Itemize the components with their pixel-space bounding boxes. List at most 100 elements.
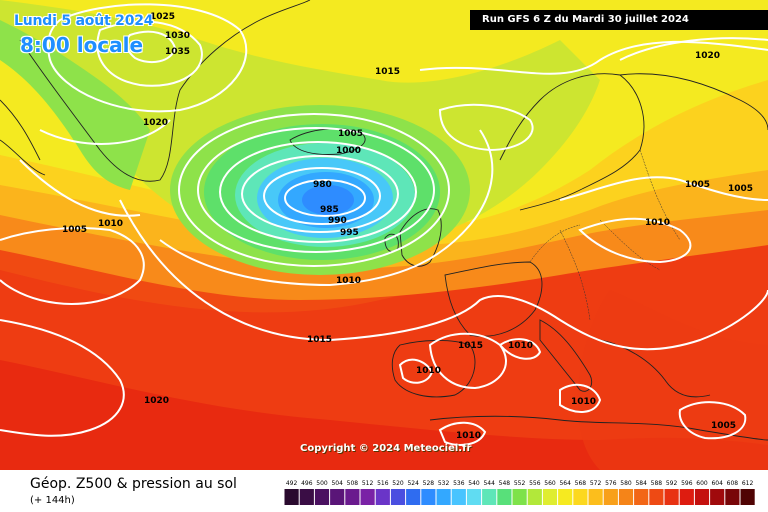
scale-swatch (710, 489, 725, 505)
scale-label: 500 (316, 480, 328, 487)
ireland-coast (384, 233, 399, 252)
scale-swatch (497, 489, 512, 505)
isobar-1010-med (498, 338, 542, 360)
scale-swatch (603, 489, 618, 505)
italy-coast (539, 319, 593, 392)
uk-coast (399, 208, 442, 267)
france-coast (444, 261, 543, 337)
scale-label: 544 (483, 480, 495, 487)
color-scale: 492 496 500 504 508 512 516 520 524 528 532 536 540 5… (284, 480, 755, 505)
scale-label: 580 (620, 480, 632, 487)
isobar-label: 980 (313, 180, 332, 190)
isobar-label: 985 (320, 205, 339, 215)
isobar-label: 1010 (336, 276, 361, 286)
scale-swatch (390, 489, 406, 505)
scale-swatch (588, 489, 603, 505)
isobar-1015 (119, 199, 768, 351)
russia-coast (619, 73, 768, 131)
scale-swatch (436, 489, 451, 505)
isobar-1005-se (678, 401, 747, 440)
isobar-1015-iberia (428, 332, 507, 390)
scale-label: 560 (544, 480, 556, 487)
isobar-label: 1035 (165, 47, 190, 57)
scale-label: 568 (575, 480, 587, 487)
isobar-label: 1025 (150, 12, 175, 22)
isobar-label: 995 (340, 228, 359, 238)
borders (529, 149, 681, 321)
legend-bar: Géop. Z500 & pression au sol (+ 144h) 49… (0, 470, 768, 512)
legend-subtitle: (+ 144h) (30, 495, 75, 506)
scale-label: 548 (499, 480, 511, 487)
isobar-980 (284, 179, 366, 217)
scale-label: 532 (438, 480, 450, 487)
isobar-label: 1010 (416, 366, 441, 376)
isobar-label: 1020 (695, 51, 720, 61)
map-canvas: 1025 1030 1035 1020 1015 1020 1005 1000 … (0, 0, 768, 470)
scale-label: 564 (559, 480, 571, 487)
scale-swatch (421, 489, 436, 505)
isobar-990 (241, 155, 399, 233)
isobar-label: 1030 (165, 31, 190, 41)
scale-label: 604 (711, 480, 723, 487)
scale-swatch (694, 489, 710, 505)
canada-coast (0, 99, 46, 176)
scale-swatch (482, 489, 497, 505)
scale-swatch (512, 489, 527, 505)
scale-swatch (618, 489, 634, 505)
isobar-1010-africa (438, 421, 487, 446)
isobar-label: 1015 (458, 341, 483, 351)
isobar-1010-west (0, 227, 145, 305)
scale-label: 592 (666, 480, 678, 487)
scale-label: 576 (605, 480, 617, 487)
scale-swatch (573, 489, 588, 505)
isobar-label: 1005 (711, 421, 736, 431)
isobar-1010-iberia (398, 358, 434, 384)
scale-label: 540 (468, 480, 480, 487)
isobar-1005-east (559, 176, 768, 201)
scale-label: 600 (696, 480, 708, 487)
europe-borders (529, 149, 681, 321)
scale-swatch (466, 489, 482, 505)
isobar-label: 1010 (571, 397, 596, 407)
isobar-1010-central-med (559, 383, 602, 413)
scale-label: 520 (392, 480, 404, 487)
scale-label: 504 (331, 480, 343, 487)
scale-label: 584 (635, 480, 647, 487)
isobar-label: 1005 (728, 184, 753, 194)
scale-label: 512 (362, 480, 374, 487)
forecast-date: Lundi 5 août 2024 (14, 13, 154, 29)
copyright-notice: Copyright © 2024 Meteociel.fr (300, 443, 472, 454)
field-greenland-green (0, 20, 150, 190)
scale-swatch (299, 489, 314, 505)
scale-swatch (542, 489, 558, 505)
isobar-label: 1005 (62, 225, 87, 235)
isobar-label: 1000 (336, 146, 361, 156)
isobar-1025 (47, 3, 248, 113)
iceland-coast (289, 128, 366, 155)
scale-swatch (527, 489, 542, 505)
field-deep-red (0, 360, 768, 470)
isobar-north-sea-loop (438, 103, 534, 152)
isobar-label: 1020 (143, 118, 168, 128)
scale-label: 596 (681, 480, 693, 487)
scale-swatch (451, 489, 466, 505)
scale-swatch (406, 489, 421, 505)
isobar-label: 1015 (307, 335, 332, 345)
isobar-985 (263, 167, 381, 225)
scale-swatch (558, 489, 573, 505)
isobar-995 (219, 141, 417, 243)
scale-swatch (345, 489, 360, 505)
forecast-time: 8:00 locale (20, 33, 144, 57)
scale-swatch (330, 489, 345, 505)
isobar-1015-north (419, 40, 768, 75)
scandinavia-coast (499, 73, 645, 211)
isobar-1000 (197, 127, 435, 253)
scale-label: 552 (514, 480, 526, 487)
isobar-label: 1010 (456, 431, 481, 441)
isobar-1005 (178, 113, 450, 267)
isobar-label: 1010 (98, 219, 123, 229)
isobar-label: 990 (328, 216, 347, 226)
legend-title: Géop. Z500 & pression au sol (30, 476, 237, 492)
scale-label: 528 (423, 480, 435, 487)
scale-swatch (634, 489, 649, 505)
